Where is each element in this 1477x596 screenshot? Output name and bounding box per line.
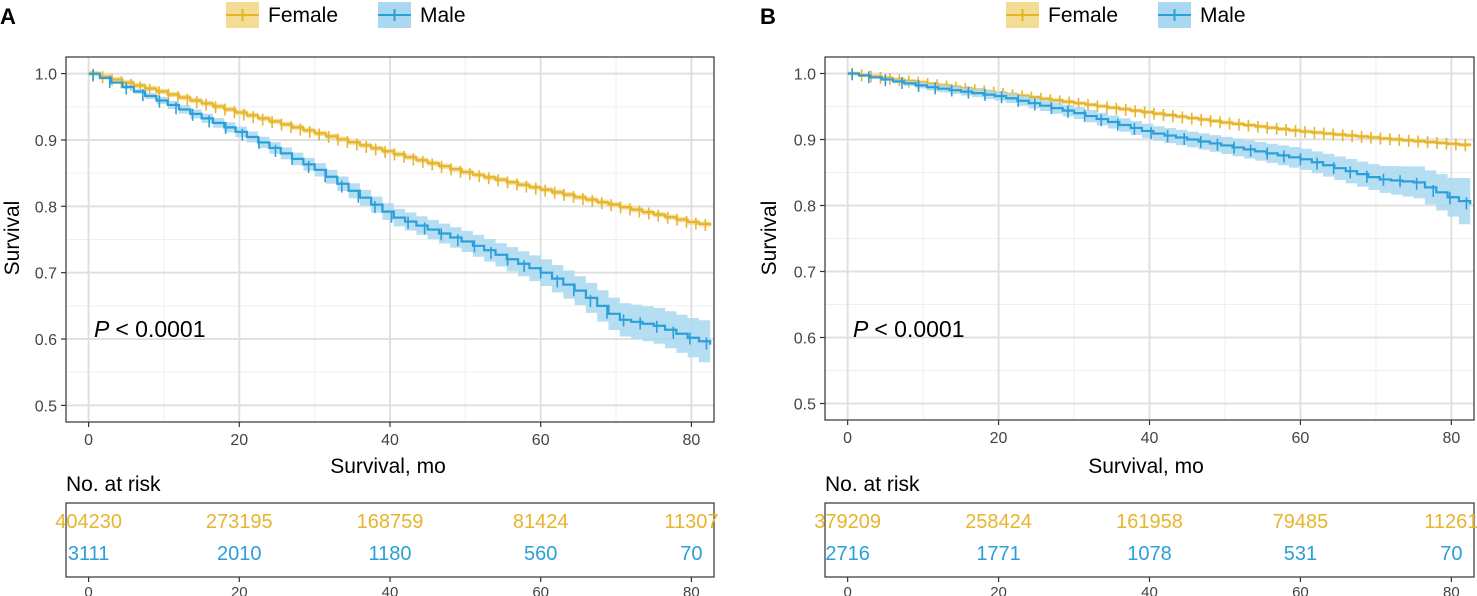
risk-title: No. at risk [825,473,920,496]
risk-count-male: 70 [680,543,702,565]
risk-count-female: 379209 [814,511,881,533]
risk-count-male: 560 [524,543,557,565]
p-value-text: < 0.0001 [874,316,964,342]
x-axis-title: Survival, mo [330,455,446,478]
x-tick-label: 80 [1442,430,1460,447]
risk-count-male: 3111 [68,543,110,565]
p-value: P < 0.0001 [853,316,965,342]
y-tick-label: 0.5 [794,397,816,414]
legend-male-label: Male [420,4,466,27]
y-tick-label: 0.7 [35,266,57,283]
risk-count-female: 404230 [55,511,122,533]
x-tick-label: 0 [84,432,93,449]
risk-count-male: 1771 [976,543,1021,565]
y-tick-label: 0.8 [35,199,57,216]
p-value: P < 0.0001 [94,316,206,342]
x-tick-label: 20 [230,432,248,449]
risk-table: 404230 273195 168759 81424 11307 3111 2010 1180… [55,502,718,596]
risk-x-tick-label: 0 [843,584,851,596]
risk-x-tick-label: 60 [1292,584,1309,596]
p-value-text: < 0.0001 [115,316,205,342]
legend-female-label: Female [268,4,338,27]
risk-count-male: 1180 [368,543,411,565]
risk-count-female: 11261 [1424,511,1477,533]
x-tick-label: 0 [843,430,852,447]
risk-count-female: 161958 [1116,511,1183,533]
y-tick-label: 0.9 [794,133,816,150]
risk-x-tick-label: 40 [382,584,399,596]
x-tick-label: 80 [682,432,700,449]
panel-label: A [0,4,16,29]
legend-female-label: Female [1048,4,1118,27]
risk-x-tick-label: 80 [683,584,700,596]
y-axis-title: Survival [1,201,24,276]
plot-area: 0.5 0.6 0.7 0.8 0.9 1.0 0 20 40 60 80 [794,56,1475,447]
x-tick-label: 40 [381,432,399,449]
risk-x-tick-label: 60 [532,584,549,596]
risk-count-female: 79485 [1273,511,1329,533]
risk-title: No. at risk [66,473,161,496]
y-tick-label: 0.9 [35,133,57,150]
risk-x-tick-label: 0 [84,584,92,596]
legend: Female Male [1006,2,1246,28]
risk-count-male: 1078 [1127,543,1172,565]
risk-count-male: 2010 [217,543,262,565]
p-symbol: P [853,316,869,342]
male-ci-band [847,73,1471,233]
y-tick-label: 0.7 [794,265,816,282]
panel-b: B Female Male 0.5 0.6 0.7 0.8 0.9 1.0 0 20 40 60 8… [758,2,1477,596]
y-axis-title: Survival [758,201,781,276]
risk-count-female: 168759 [357,511,424,533]
x-tick-label: 40 [1141,430,1159,447]
risk-count-female: 81424 [513,511,569,533]
male-survival-curve [847,72,1472,205]
y-tick-label: 1.0 [35,67,57,84]
y-tick-label: 0.8 [794,199,816,216]
legend: Female Male [226,2,466,28]
y-tick-label: 0.6 [794,331,816,348]
risk-count-male: 2716 [825,543,870,565]
risk-x-tick-label: 80 [1443,584,1460,596]
x-tick-label: 20 [990,430,1008,447]
p-symbol: P [94,316,110,342]
risk-x-tick-label: 20 [990,584,1007,596]
panel-a: A Female Male 0.5 0.6 0.7 0.8 0.9 1.0 0 20 40 60 8… [0,2,718,596]
risk-x-tick-label: 20 [231,584,248,596]
risk-count-female: 258424 [965,511,1032,533]
risk-count-male: 70 [1440,543,1462,565]
x-axis-title: Survival, mo [1088,455,1204,478]
x-tick-label: 60 [1292,430,1310,447]
risk-count-female: 11307 [664,511,718,533]
male-ci-band [88,73,711,368]
y-tick-label: 1.0 [794,67,816,84]
male-survival-curve [88,72,712,345]
legend-male-label: Male [1200,4,1246,27]
risk-x-tick-label: 40 [1141,584,1158,596]
female-survival-curve [88,72,712,226]
y-tick-label: 0.5 [35,398,57,415]
plot-area: 0.5 0.6 0.7 0.8 0.9 1.0 0 20 40 60 80 [35,56,715,449]
y-tick-label: 0.6 [35,332,57,349]
risk-table: 379209 258424 161958 79485 11261 2716 1771 1078… [814,502,1477,596]
x-tick-label: 60 [532,432,550,449]
risk-count-male: 531 [1284,543,1317,565]
panel-label: B [760,4,776,29]
risk-count-female: 273195 [206,511,273,533]
